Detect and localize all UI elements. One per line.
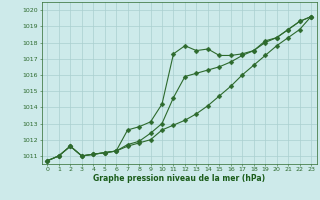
X-axis label: Graphe pression niveau de la mer (hPa): Graphe pression niveau de la mer (hPa) bbox=[93, 174, 265, 183]
